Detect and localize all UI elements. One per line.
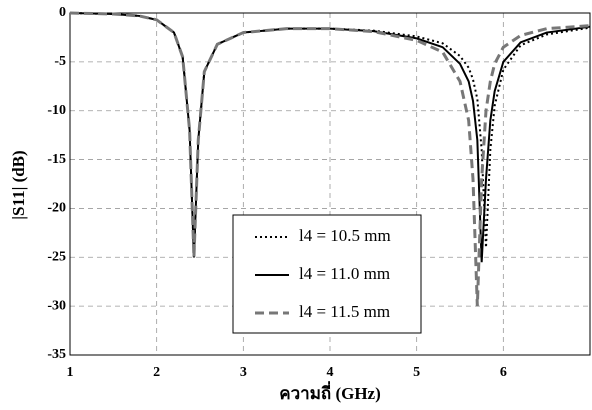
- y-tick-label: -30: [47, 298, 66, 313]
- y-tick-label: -10: [47, 103, 66, 118]
- plot-frame: [69, 12, 591, 356]
- legend-label: l4 = 10.5 mm: [299, 226, 391, 245]
- series-line: [69, 12, 591, 263]
- x-axis-label: ความถี่ (GHz): [279, 381, 381, 403]
- x-tick-label: 1: [67, 365, 74, 380]
- y-tick-label: -5: [54, 54, 66, 69]
- y-tick-label: -25: [47, 250, 66, 265]
- x-tick-label: 6: [500, 365, 507, 380]
- y-tick-label: -35: [47, 347, 66, 362]
- y-axis-label: |S11| (dB): [9, 150, 28, 219]
- y-tick-label: -20: [47, 201, 66, 216]
- x-tick-label: 2: [153, 365, 160, 380]
- x-tick-label: 3: [240, 365, 247, 380]
- legend-label: l4 = 11.0 mm: [299, 264, 390, 283]
- y-tick-label: -15: [47, 152, 66, 167]
- x-tick-label: 4: [327, 365, 334, 380]
- x-tick-label: 5: [413, 365, 420, 380]
- legend-label: l4 = 11.5 mm: [299, 302, 390, 321]
- series-line: [69, 11, 591, 307]
- y-tick-label: 0: [59, 5, 66, 20]
